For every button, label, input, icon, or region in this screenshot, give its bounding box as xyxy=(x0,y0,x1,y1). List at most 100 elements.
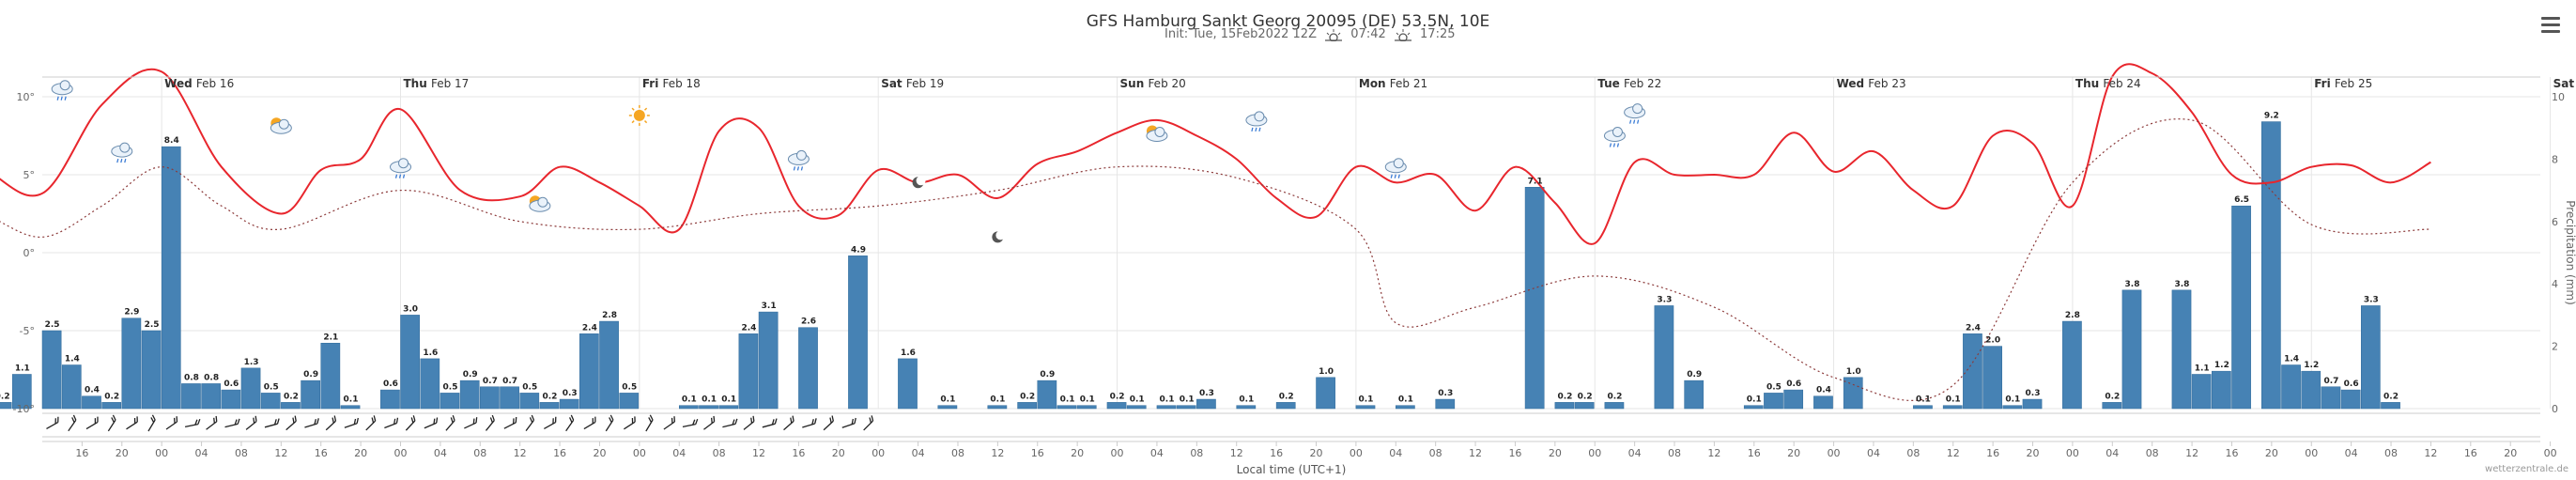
precip-bar xyxy=(1176,405,1196,410)
precip-value-label: 4.9 xyxy=(851,245,866,255)
rain-drop xyxy=(1251,127,1254,132)
wind-barb-feather xyxy=(732,419,735,426)
wind-barb-shaft xyxy=(802,423,815,428)
x-tick-label: 12 xyxy=(274,447,287,459)
wind-barb-shaft xyxy=(645,419,654,432)
cloud-sun-icon xyxy=(270,117,292,134)
precip-value-label: 0.1 xyxy=(1180,395,1195,405)
sunset-time: 17:25 xyxy=(1420,27,1456,41)
precip-value-label: 0.7 xyxy=(502,377,517,386)
precip-bar xyxy=(798,327,818,410)
wind-barb-icon xyxy=(304,418,319,428)
y-right-tick-label: 4 xyxy=(2552,278,2558,290)
rain-drop xyxy=(116,158,119,163)
precip-bar xyxy=(1106,402,1127,410)
wind-barb-shaft xyxy=(325,420,336,431)
precip-bar xyxy=(987,405,1008,410)
wind-barb-icon xyxy=(722,418,738,428)
x-tick-label: 12 xyxy=(1707,447,1720,459)
wind-barb-icon xyxy=(264,418,280,428)
precip-bar xyxy=(559,398,579,410)
cloud-puff xyxy=(1154,127,1165,137)
wind-barb-shaft xyxy=(605,419,614,432)
x-tick-label: 08 xyxy=(713,447,726,459)
wind-barb-feather xyxy=(71,417,75,423)
wind-barb-shaft xyxy=(841,423,856,428)
precip-bar xyxy=(1355,405,1376,410)
x-tick-label: 08 xyxy=(1429,447,1442,459)
chart-menu-button[interactable] xyxy=(2541,17,2560,34)
wind-barb-shaft xyxy=(304,423,318,428)
precip-value-label: 7.1 xyxy=(1528,177,1543,186)
precip-value-label: 1.4 xyxy=(65,355,80,364)
sunrise-icon xyxy=(1325,28,1343,41)
precip-value-label: 0.1 xyxy=(1060,395,1075,405)
x-tick-label: 08 xyxy=(1668,447,1681,459)
wind-barb-icon xyxy=(762,418,778,428)
wind-barb-feather xyxy=(609,414,614,421)
precip-bar xyxy=(2102,402,2122,410)
wind-barb-feather xyxy=(176,416,178,423)
precip-value-label: 0.2 xyxy=(1279,392,1294,401)
cloud-rain-icon xyxy=(1603,127,1626,147)
wind-barb-feather xyxy=(276,418,280,425)
wind-barb-feather xyxy=(771,419,775,426)
x-tick-label: 08 xyxy=(2146,447,2159,459)
precip-bar xyxy=(1435,398,1456,410)
cloud-rain-icon xyxy=(111,142,133,163)
precip-bar xyxy=(848,255,868,410)
rain-drop xyxy=(124,158,127,163)
y-right-tick-label: 10 xyxy=(2552,91,2565,103)
cloud-snow-icon xyxy=(1624,103,1646,124)
precip-bar xyxy=(1813,395,1833,410)
precip-bar xyxy=(1156,405,1177,410)
precip-value-label: 0.1 xyxy=(1398,395,1413,405)
precip-value-label: 0.1 xyxy=(1080,395,1095,405)
precip-bar xyxy=(1684,379,1704,410)
wind-barb-shaft xyxy=(525,420,535,431)
precip-value-label: 0.1 xyxy=(344,395,359,405)
precip-bar xyxy=(61,364,82,410)
day-label: Tue Feb 22 xyxy=(1597,77,1661,90)
wind-barb-feather xyxy=(831,415,834,422)
wind-barb-icon xyxy=(525,414,535,431)
precip-value-label: 0.6 xyxy=(383,379,398,389)
precip-value-label: 2.5 xyxy=(145,320,160,330)
wind-barb-icon xyxy=(783,415,794,431)
wind-barb-icon xyxy=(841,417,856,428)
precip-value-label: 0.2 xyxy=(543,392,558,401)
precip-bar xyxy=(1913,405,1933,410)
precip-bar xyxy=(1275,402,1296,410)
wind-barb-feather xyxy=(491,414,495,421)
y-right-axis-label: Precipitation (mm) xyxy=(2564,200,2576,305)
precip-bar xyxy=(2022,398,2043,410)
precip-bar xyxy=(1524,187,1545,410)
wind-barb-icon xyxy=(85,416,99,430)
sunset-icon xyxy=(1394,28,1411,41)
x-tick-label: 08 xyxy=(235,447,248,459)
wind-barb-icon xyxy=(544,416,557,429)
wind-barb-icon xyxy=(645,414,654,432)
precip-value-label: 0.8 xyxy=(184,373,199,382)
wind-barb-feather xyxy=(436,417,439,424)
credits-link[interactable]: wetterzentrale.de xyxy=(2485,464,2568,474)
precip-bar xyxy=(1574,402,1595,410)
wind-barb-shaft xyxy=(264,423,278,428)
x-tick-label: 20 xyxy=(354,447,367,459)
wind-barb-icon xyxy=(405,415,416,431)
precip-value-label: 0.4 xyxy=(1816,386,1831,395)
x-tick-label: 16 xyxy=(1986,447,1999,459)
rain-drop xyxy=(796,166,800,171)
precip-bar xyxy=(937,405,958,410)
precip-value-label: 0.1 xyxy=(721,395,736,405)
precip-value-label: 0.2 xyxy=(284,392,299,401)
wind-barb-feather xyxy=(215,415,218,422)
wind-barb-shaft xyxy=(184,424,198,427)
wind-barb-shaft xyxy=(663,421,675,430)
wind-barb-shaft xyxy=(245,421,257,430)
wind-barb-feather xyxy=(568,417,573,423)
precip-value-label: 2.1 xyxy=(323,333,338,342)
precip-bar xyxy=(400,315,420,410)
wind-barb-icon xyxy=(107,414,116,432)
